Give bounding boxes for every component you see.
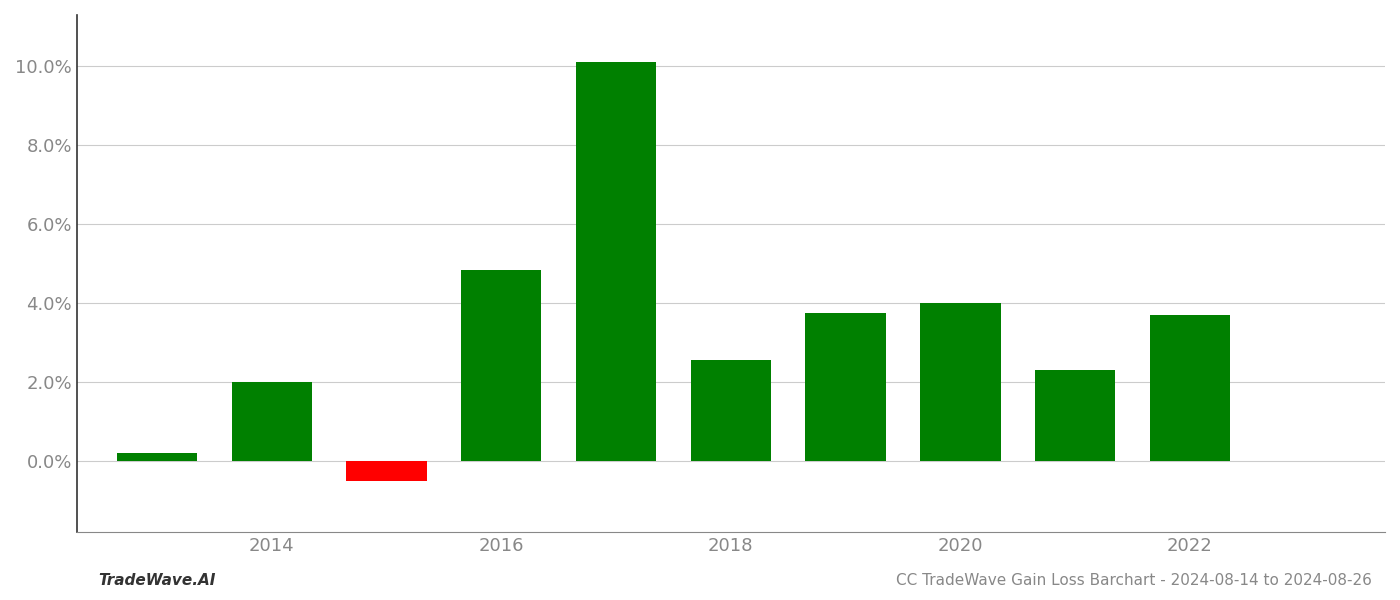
Bar [690,361,771,461]
Bar [231,382,312,461]
Bar [805,313,886,461]
Text: CC TradeWave Gain Loss Barchart - 2024-08-14 to 2024-08-26: CC TradeWave Gain Loss Barchart - 2024-0… [896,573,1372,588]
Bar [1149,315,1231,461]
Bar [116,453,197,461]
Text: TradeWave.AI: TradeWave.AI [98,573,216,588]
Bar [575,62,657,461]
Bar [346,461,427,481]
Bar [461,269,542,461]
Bar [920,303,1001,461]
Bar [1035,370,1116,461]
